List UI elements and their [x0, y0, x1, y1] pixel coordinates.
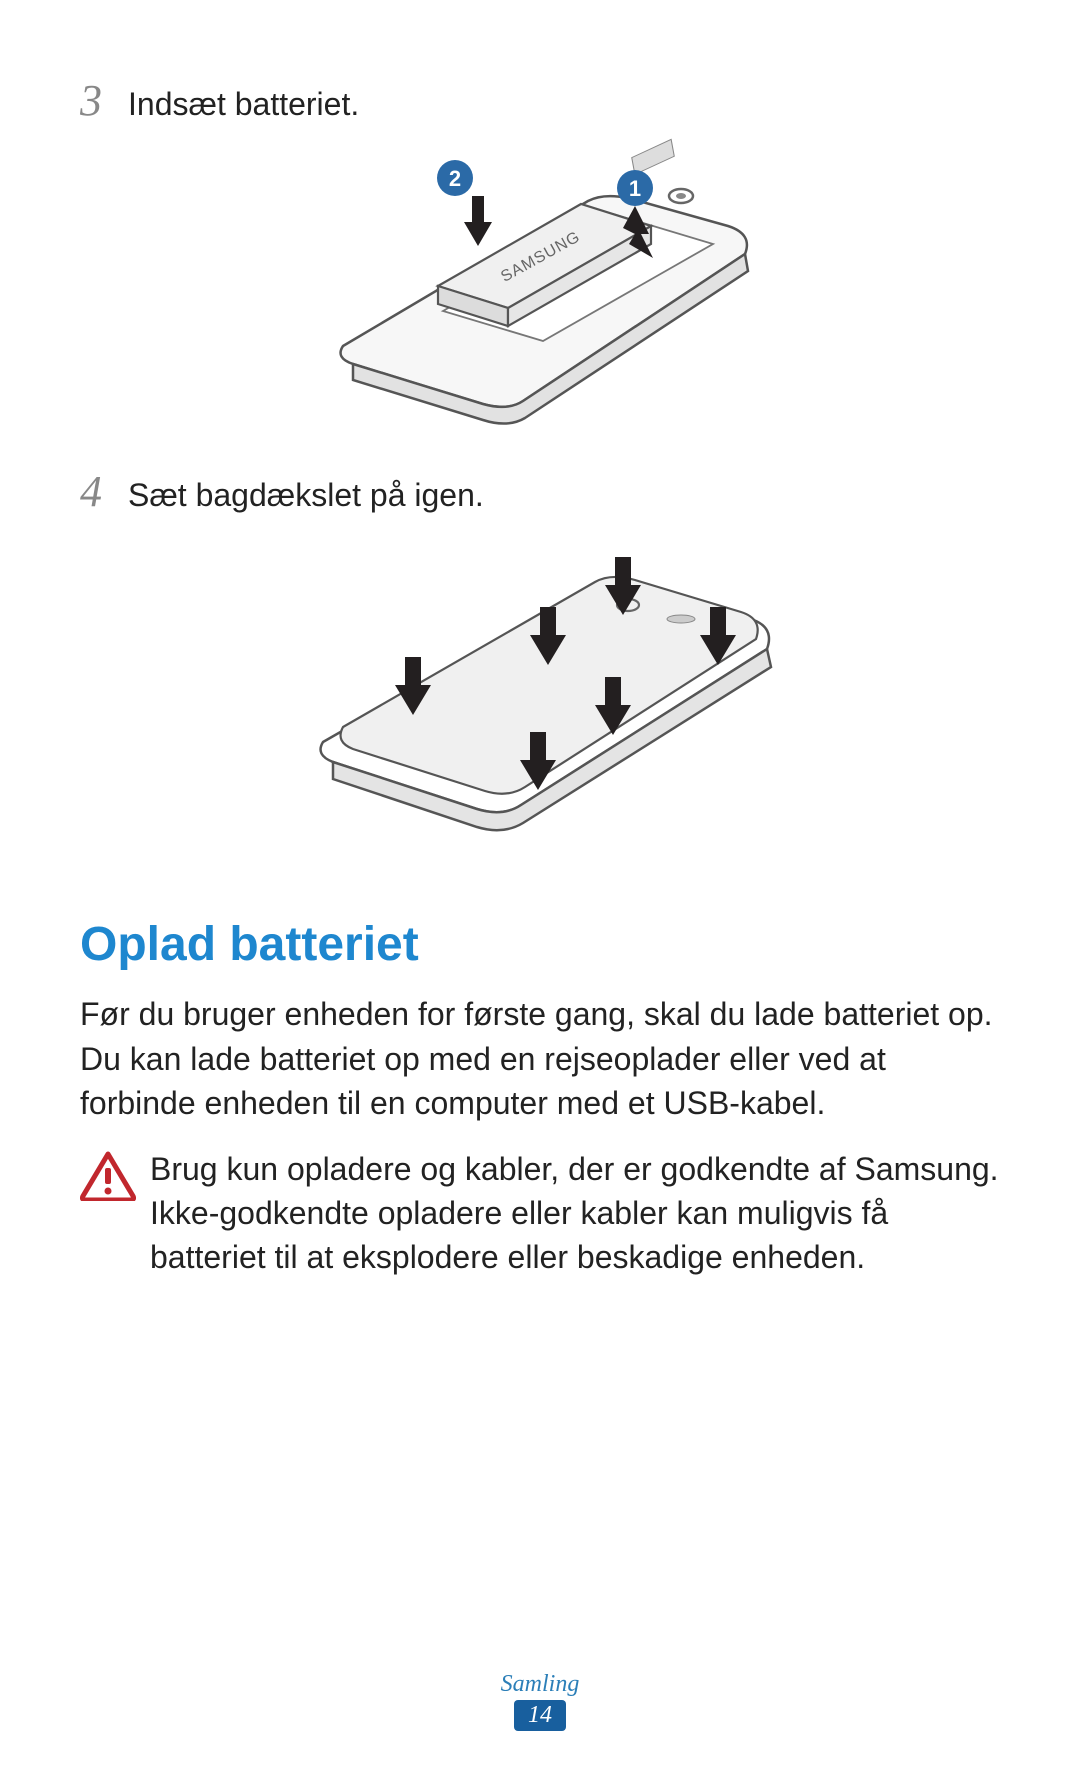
figure-battery-insert: SAMSUNG 2 1: [80, 136, 1005, 436]
step-3: 3 Indsæt batteriet.: [80, 75, 1005, 126]
warning-icon: [80, 1151, 136, 1201]
page-number-badge: 14: [514, 1700, 566, 1731]
battery-insert-illustration: SAMSUNG 2 1: [283, 136, 803, 436]
page-footer: Samling 14: [0, 1671, 1080, 1731]
badge-2: 2: [448, 166, 460, 191]
section-intro: Før du bruger enheden for første gang, s…: [80, 992, 1005, 1124]
back-cover-illustration: [273, 527, 813, 857]
step-number: 4: [80, 466, 108, 517]
warning-callout: Brug kun opladere og kabler, der er godk…: [80, 1147, 1005, 1279]
figure-back-cover: [80, 527, 1005, 857]
step-text: Sæt bagdækslet på igen.: [128, 474, 484, 517]
step-number: 3: [80, 75, 108, 126]
badge-1: 1: [628, 176, 640, 201]
step-text: Indsæt batteriet.: [128, 83, 359, 126]
step-4: 4 Sæt bagdækslet på igen.: [80, 466, 1005, 517]
warning-text: Brug kun opladere og kabler, der er godk…: [150, 1147, 1005, 1279]
section-heading: Oplad batteriet: [80, 917, 1005, 972]
footer-section-label: Samling: [0, 1671, 1080, 1698]
